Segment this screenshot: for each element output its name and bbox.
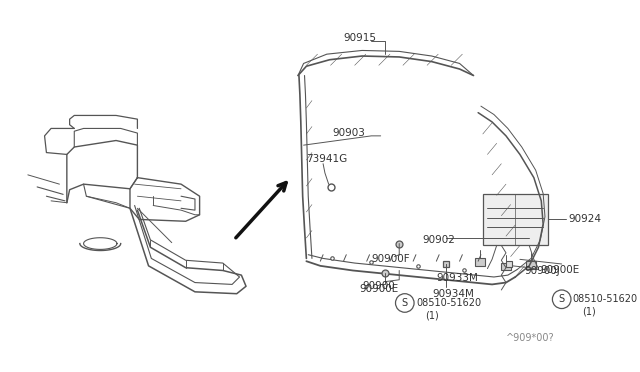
Text: 90934M: 90934M: [433, 289, 474, 299]
Text: (1): (1): [425, 310, 439, 320]
Bar: [501, 263, 511, 270]
Text: 90900E: 90900E: [540, 264, 580, 275]
Text: 90900J: 90900J: [525, 266, 560, 276]
Bar: [476, 259, 484, 266]
Text: (1): (1): [582, 306, 596, 316]
Text: 90924: 90924: [568, 214, 601, 224]
Text: 90903: 90903: [332, 128, 365, 138]
Text: 08510-51620: 08510-51620: [416, 298, 481, 308]
Text: 90915: 90915: [344, 33, 376, 44]
Text: S: S: [402, 298, 408, 308]
Text: 90900E: 90900E: [359, 284, 399, 294]
Text: 90902: 90902: [422, 235, 455, 245]
Text: 08510-51620: 08510-51620: [573, 294, 638, 304]
Text: 90933M: 90933M: [436, 273, 478, 283]
Text: 90900F: 90900F: [371, 254, 410, 264]
Bar: [483, 194, 548, 246]
Bar: [527, 261, 536, 269]
Text: S: S: [559, 294, 564, 304]
Text: 73941G: 73941G: [307, 154, 348, 164]
Text: ^909*00?: ^909*00?: [506, 333, 555, 343]
Text: 90900: 90900: [362, 281, 395, 291]
